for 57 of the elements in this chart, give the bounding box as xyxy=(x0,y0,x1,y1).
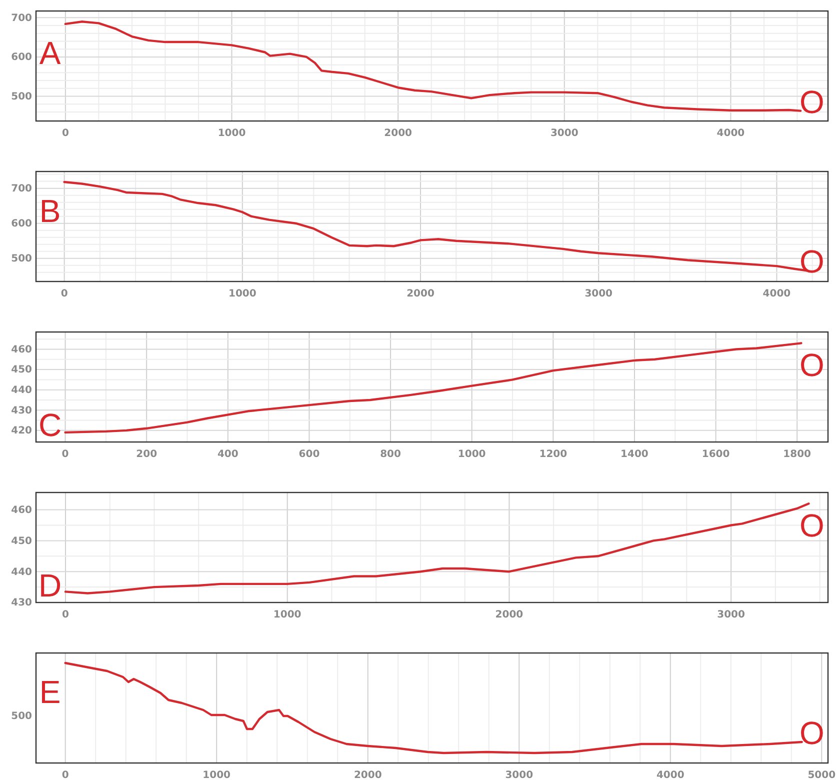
x-tick-label: 2000 xyxy=(406,288,434,300)
x-tick-label: 0 xyxy=(62,449,69,460)
x-tick-label: 0 xyxy=(62,128,69,140)
y-tick-label: 700 xyxy=(11,184,32,195)
annotation: O xyxy=(800,347,824,383)
annotation: A xyxy=(39,34,62,71)
y-tick-label: 440 xyxy=(11,566,32,578)
annotation: O xyxy=(800,508,824,544)
x-tick-label: 1000 xyxy=(458,449,486,460)
x-tick-label: 1400 xyxy=(620,449,648,460)
y-tick-label: 460 xyxy=(11,344,32,356)
x-tick-label: 2000 xyxy=(354,770,382,780)
x-tick-label: 0 xyxy=(62,770,69,780)
y-tick-label: 700 xyxy=(11,12,32,24)
annotation: B xyxy=(39,193,61,230)
x-tick-label: 1000 xyxy=(202,770,231,780)
y-tick-label: 500 xyxy=(11,254,32,265)
annotation: O xyxy=(800,244,824,280)
x-tick-label: 1800 xyxy=(783,449,812,460)
x-tick-label: 800 xyxy=(380,449,402,460)
x-tick-label: 600 xyxy=(298,449,320,460)
x-tick-label: 5000 xyxy=(808,770,836,780)
x-tick-label: 2000 xyxy=(384,128,412,140)
x-tick-label: 3000 xyxy=(550,128,578,140)
x-tick-label: 1600 xyxy=(702,449,730,460)
x-tick-label: 400 xyxy=(217,449,238,460)
x-tick-label: 4000 xyxy=(762,288,791,300)
y-tick-label: 430 xyxy=(11,598,32,609)
x-tick-label: 3000 xyxy=(505,770,534,780)
x-tick-label: 4000 xyxy=(716,128,745,140)
annotation: D xyxy=(38,568,62,604)
y-tick-label: 450 xyxy=(11,536,32,547)
x-tick-label: 4000 xyxy=(656,770,684,780)
y-tick-label: 430 xyxy=(11,405,32,416)
x-tick-label: 1000 xyxy=(228,288,256,300)
x-tick-label: 0 xyxy=(60,288,68,300)
y-tick-label: 420 xyxy=(11,426,32,437)
y-tick-label: 600 xyxy=(11,218,32,230)
x-tick-label: 2000 xyxy=(495,610,524,621)
y-tick-label: 460 xyxy=(11,505,32,516)
x-tick-label: 0 xyxy=(62,610,70,621)
y-tick-label: 600 xyxy=(11,52,32,64)
annotation: C xyxy=(38,407,62,443)
line-series xyxy=(64,342,802,434)
annotation: O xyxy=(800,715,824,751)
annotation: O xyxy=(800,84,824,120)
x-tick-label: 200 xyxy=(136,449,158,460)
line-series xyxy=(64,20,802,112)
annotation: E xyxy=(39,674,61,710)
x-tick-label: 3000 xyxy=(717,610,746,621)
y-tick-label: 500 xyxy=(11,91,32,102)
x-tick-label: 1200 xyxy=(539,449,568,460)
y-tick-label: 450 xyxy=(11,364,32,376)
x-tick-label: 1000 xyxy=(273,610,302,621)
x-tick-label: 3000 xyxy=(584,288,613,300)
y-tick-label: 440 xyxy=(11,385,32,396)
x-tick-label: 1000 xyxy=(218,128,246,140)
